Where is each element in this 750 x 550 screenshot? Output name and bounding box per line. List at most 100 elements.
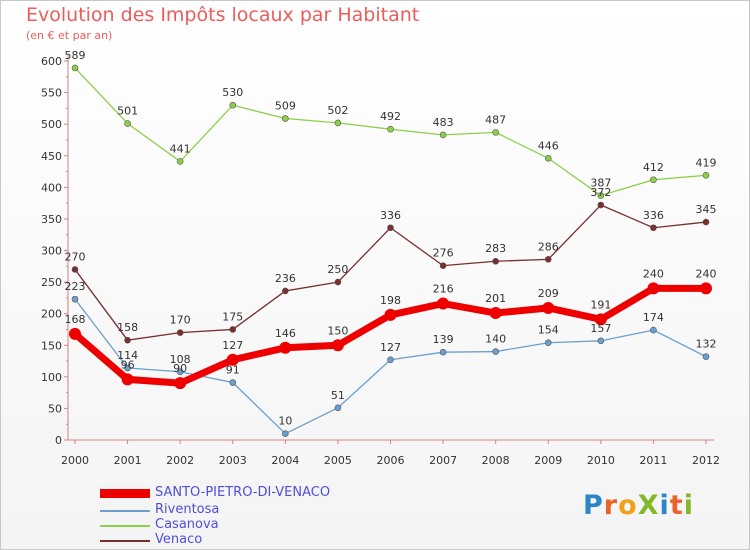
legend-item-casanova: Casanova bbox=[100, 517, 400, 534]
data-label: 201 bbox=[485, 292, 506, 305]
legend-swatch bbox=[100, 525, 150, 527]
data-label: 502 bbox=[327, 104, 348, 117]
data-point bbox=[384, 308, 397, 321]
data-point bbox=[647, 282, 660, 295]
data-label: 336 bbox=[380, 209, 401, 222]
data-label: 492 bbox=[380, 110, 401, 123]
data-label: 487 bbox=[485, 113, 506, 126]
data-label: 114 bbox=[117, 349, 138, 362]
data-point bbox=[229, 326, 237, 333]
data-label: 530 bbox=[222, 86, 243, 99]
data-point bbox=[229, 101, 237, 109]
data-point bbox=[597, 201, 605, 209]
y-tick-label: 500 bbox=[41, 118, 62, 131]
data-label: 96 bbox=[121, 358, 135, 371]
y-tick-label: 250 bbox=[41, 276, 62, 289]
y-tick-label: 50 bbox=[48, 402, 62, 415]
data-point bbox=[71, 295, 79, 303]
legend-item-venaco: Venaco bbox=[100, 532, 400, 549]
data-point bbox=[650, 176, 657, 184]
data-point bbox=[544, 256, 552, 263]
legend-swatch bbox=[100, 510, 150, 512]
data-label: 150 bbox=[327, 324, 348, 337]
data-point bbox=[331, 339, 344, 352]
data-label: 412 bbox=[643, 161, 664, 174]
y-tick-label: 600 bbox=[41, 55, 62, 68]
data-label: 223 bbox=[65, 280, 86, 293]
data-point bbox=[650, 224, 657, 232]
data-point bbox=[544, 339, 552, 347]
data-point bbox=[439, 348, 447, 356]
x-tick-label: 2007 bbox=[429, 454, 457, 467]
data-label: 501 bbox=[117, 105, 138, 118]
legend-label: SANTO-PIETRO-DI-VENACO bbox=[155, 485, 331, 500]
data-label: 387 bbox=[590, 177, 611, 190]
data-point bbox=[597, 192, 605, 199]
legend-label: Venaco bbox=[155, 532, 203, 547]
data-point bbox=[437, 297, 450, 310]
data-point bbox=[700, 282, 712, 295]
data-label: 127 bbox=[380, 341, 401, 354]
data-point bbox=[439, 131, 447, 139]
x-tick-label: 2004 bbox=[271, 454, 299, 467]
data-point bbox=[702, 172, 710, 179]
data-label: 154 bbox=[538, 324, 559, 337]
legend-label: Casanova bbox=[155, 517, 219, 532]
data-point bbox=[542, 301, 555, 314]
data-label: 483 bbox=[433, 116, 454, 129]
data-point bbox=[124, 364, 131, 372]
data-point bbox=[71, 266, 79, 273]
data-label: 283 bbox=[485, 242, 506, 255]
data-point bbox=[492, 129, 499, 136]
data-label: 240 bbox=[696, 267, 717, 280]
x-tick-label: 2008 bbox=[482, 454, 510, 467]
data-label: 250 bbox=[327, 263, 348, 276]
y-tick-label: 150 bbox=[41, 339, 62, 352]
data-label: 170 bbox=[170, 314, 191, 327]
data-label: 286 bbox=[538, 240, 559, 253]
data-point bbox=[702, 218, 710, 226]
y-tick-label: 0 bbox=[55, 434, 62, 447]
legend-item-santo-pietro: SANTO-PIETRO-DI-VENACO bbox=[100, 485, 400, 502]
data-point bbox=[282, 287, 289, 295]
proxiti-logo[interactable]: ProXiti bbox=[583, 490, 694, 521]
data-point bbox=[387, 224, 394, 232]
data-point bbox=[124, 120, 131, 127]
data-point bbox=[124, 336, 131, 344]
data-label: 90 bbox=[173, 362, 187, 375]
legend-item-riventosa: Riventosa bbox=[100, 502, 400, 519]
legend-swatch bbox=[100, 489, 150, 498]
data-label: 10 bbox=[278, 415, 292, 428]
data-label: 446 bbox=[538, 139, 559, 152]
y-tick-label: 400 bbox=[41, 181, 62, 194]
x-tick-label: 2009 bbox=[534, 454, 562, 467]
data-point bbox=[439, 262, 447, 269]
x-tick-label: 2012 bbox=[692, 454, 720, 467]
y-tick-label: 550 bbox=[41, 87, 62, 100]
data-point bbox=[176, 368, 184, 376]
data-label: 372 bbox=[590, 186, 611, 199]
data-point bbox=[71, 64, 79, 72]
data-label: 108 bbox=[170, 353, 191, 366]
data-label: 127 bbox=[222, 339, 243, 352]
y-tick-label: 300 bbox=[41, 245, 62, 258]
data-point bbox=[176, 329, 184, 336]
y-tick-label: 100 bbox=[41, 371, 62, 384]
data-label: 276 bbox=[433, 247, 454, 260]
data-label: 140 bbox=[485, 333, 506, 346]
x-tick-label: 2000 bbox=[61, 454, 89, 467]
data-label: 168 bbox=[65, 313, 86, 326]
data-point bbox=[69, 327, 81, 340]
y-tick-label: 450 bbox=[41, 150, 62, 163]
data-point bbox=[174, 377, 187, 390]
data-point bbox=[282, 115, 289, 122]
x-tick-label: 2011 bbox=[639, 454, 667, 467]
data-label: 198 bbox=[380, 294, 401, 307]
data-label: 216 bbox=[433, 283, 454, 296]
data-label: 509 bbox=[275, 99, 296, 112]
data-label: 139 bbox=[433, 333, 454, 346]
data-point bbox=[387, 356, 394, 364]
data-label: 146 bbox=[275, 327, 296, 340]
data-label: 441 bbox=[170, 142, 191, 155]
